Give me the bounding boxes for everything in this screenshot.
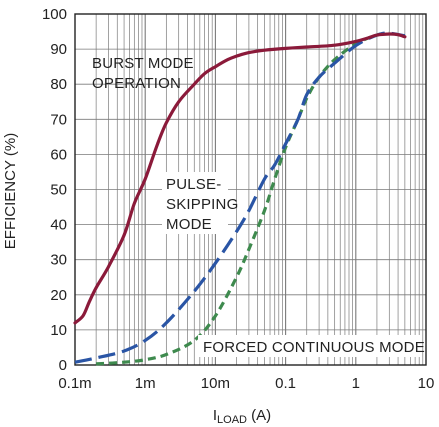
x-tick-label: 0.1: [275, 375, 296, 392]
series-layer: [73, 31, 407, 366]
annotation-forced-bg: [198, 335, 422, 357]
y-axis-label: EFFICIENCY (%): [2, 133, 19, 249]
tick-labels: 0 10 20 30 40 50 60 70 80 90 100 0.1m 1m 10m 0.1 1 10: [42, 6, 434, 392]
annotation-pulse-line3: MODE: [166, 216, 212, 233]
annotation-pulse-line1: PULSE-: [166, 176, 221, 193]
x-tick-label: 10: [418, 375, 435, 392]
annotation-burst-line2: OPERATION: [92, 75, 181, 92]
y-tick-label: 20: [50, 287, 67, 304]
y-tick-label: 10: [50, 322, 67, 339]
annotation-burst-line1: BURST MODE: [92, 55, 194, 72]
x-axis-label-subscript: LOAD: [217, 414, 247, 426]
plot-frame: [74, 13, 427, 366]
y-tick-label: 40: [50, 217, 67, 234]
y-tick-label: 80: [50, 76, 67, 93]
y-tick-label: 70: [50, 111, 67, 128]
x-axis-label: ILOAD (A): [213, 407, 271, 426]
series-line-pulse: [74, 31, 406, 364]
x-tick-label: 10m: [201, 375, 230, 392]
x-axis-label-main: I: [213, 407, 217, 424]
y-tick-label: 90: [50, 41, 67, 58]
annotation-pulse-line2: SKIPPING: [166, 196, 238, 213]
series-line-forced: [96, 31, 390, 366]
annotation-forced-line1: FORCED CONTINUOUS MODE: [203, 339, 425, 356]
y-tick-label: 100: [42, 6, 67, 23]
y-tick-label: 0: [59, 357, 67, 374]
y-tick-label: 30: [50, 252, 67, 269]
y-tick-label: 50: [50, 182, 67, 199]
series-line-burst: [73, 32, 407, 325]
x-tick-label: 0.1m: [58, 375, 91, 392]
annotation-pulse-bg: [162, 172, 228, 234]
x-tick-label: 1m: [135, 375, 156, 392]
x-axis-label-unit: (A): [247, 407, 271, 424]
x-tick-label: 1: [352, 375, 360, 392]
y-tick-label: 60: [50, 146, 67, 163]
